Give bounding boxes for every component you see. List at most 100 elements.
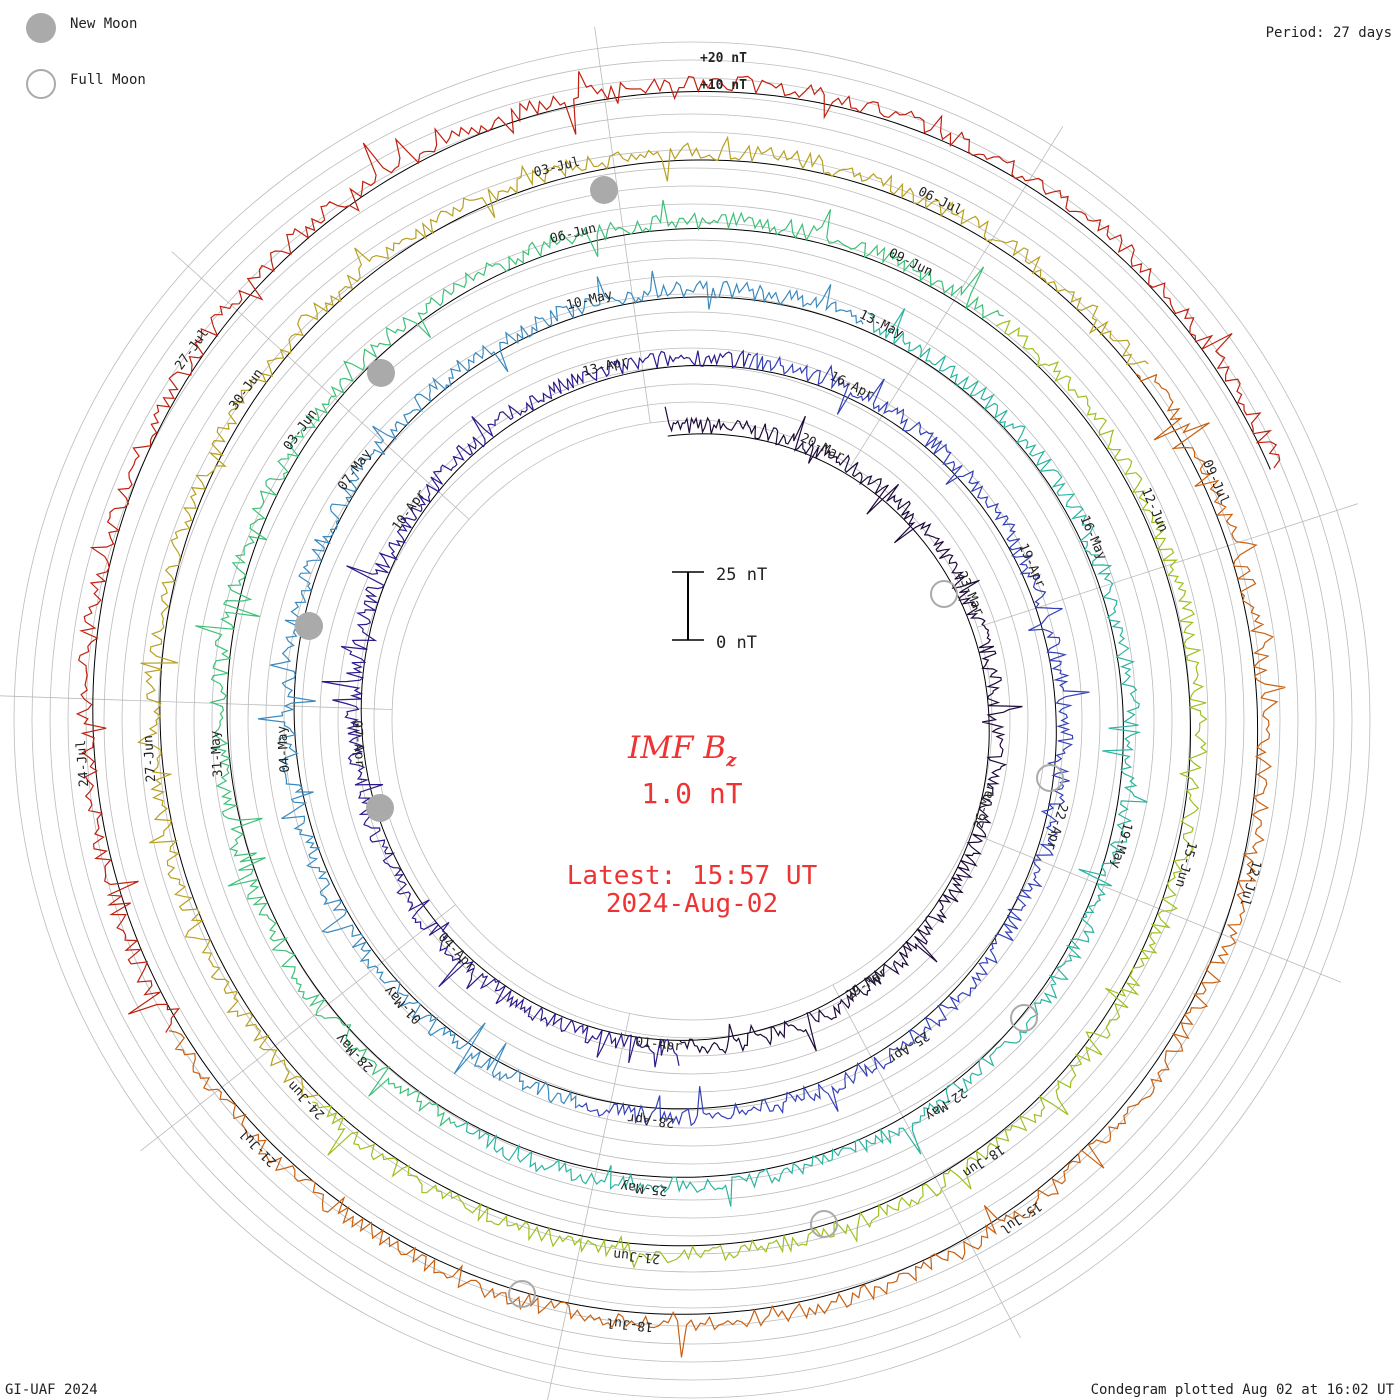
date-label: 09-Jun <box>886 246 935 280</box>
bz-trace-segment <box>453 308 1148 1207</box>
grid-ring <box>13 41 1371 1399</box>
bz-trace-segment <box>168 373 1286 1358</box>
date-label: 23-Mar <box>954 569 987 618</box>
date-label: 31-May <box>208 730 226 778</box>
date-label: 26-Mar <box>971 781 998 830</box>
date-label: 25-Apr <box>884 1028 931 1067</box>
date-label: 01-May <box>381 982 425 1026</box>
grid-ring <box>49 77 1335 1363</box>
grid-spoke <box>977 503 1358 628</box>
scale-bar-top-label: 25 nT <box>716 565 767 585</box>
date-label: 16-May <box>1076 513 1109 562</box>
grid-ring <box>85 113 1299 1327</box>
date-label: 04-May <box>275 725 293 773</box>
bz-trace-segment <box>137 135 1149 1099</box>
grid-spoke <box>140 904 456 1152</box>
latest-date: 2024-Aug-02 <box>606 889 778 919</box>
grid-ring <box>67 95 1317 1345</box>
date-label: 06-Jul <box>916 184 965 218</box>
date-label: 16-Apr <box>827 369 876 403</box>
bz-trace-segment <box>664 406 1023 1055</box>
date-label: 01-Apr <box>634 1035 682 1055</box>
date-label: 21-Jul <box>237 1125 280 1169</box>
bz-trace-segment <box>75 71 1281 1033</box>
bz-trace-segment <box>321 349 752 1068</box>
center-title-subscript: z <box>725 750 737 771</box>
moon-marker-layer <box>295 176 1064 1308</box>
new-moon-legend-icon <box>26 13 56 43</box>
grid-ring <box>391 419 993 1021</box>
date-label: 21-Jun <box>613 1246 661 1266</box>
grid-ring <box>229 257 1155 1183</box>
new-moon-marker <box>590 176 618 204</box>
center-value: 1.0 nT <box>641 777 742 810</box>
date-label: 12-Jul <box>1236 859 1263 908</box>
new-moon-marker <box>366 794 394 822</box>
date-label: 12-Jun <box>1138 486 1171 535</box>
bz-trace-segment <box>579 352 1090 1127</box>
grid-ring <box>175 203 1209 1237</box>
new-moon-marker <box>367 359 395 387</box>
scale-bar-bottom-label: 0 nT <box>716 633 757 653</box>
grid-ring <box>211 239 1173 1201</box>
center-title-main: IMF B <box>627 730 726 766</box>
trace-layer <box>75 71 1286 1358</box>
bz-trace-segment <box>195 199 1004 1128</box>
full-moon-marker <box>1010 1004 1038 1032</box>
zero-baseline-spiral <box>92 91 1271 1315</box>
date-label: 19-Apr <box>1015 541 1048 590</box>
date-label: 18-Jun <box>960 1141 1007 1180</box>
bz-trace-segment <box>257 270 864 1109</box>
date-label: 10-May <box>565 287 614 313</box>
date-label: 18-Jul <box>606 1314 654 1334</box>
date-label: 03-Jul <box>532 155 581 181</box>
full-moon-marker <box>1036 764 1064 792</box>
latest-time: Latest: 15:57 UT <box>567 861 818 891</box>
footer-credit: GI-UAF 2024 <box>5 1382 98 1398</box>
grid-spoke <box>970 832 1342 983</box>
grid-ring <box>301 329 1083 1111</box>
grid-ring <box>247 275 1137 1165</box>
grid-ring <box>121 149 1263 1291</box>
center-title: IMF Bz <box>627 730 737 771</box>
grid-ring <box>139 167 1245 1273</box>
new-moon-legend-label: New Moon <box>70 16 137 32</box>
date-label: 27-Jun <box>141 735 159 783</box>
date-label: 25-May <box>620 1178 668 1198</box>
grid-ring <box>265 293 1119 1147</box>
new-moon-marker <box>295 612 323 640</box>
full-moon-marker <box>508 1280 536 1308</box>
grid-layer <box>0 26 1371 1400</box>
scale-label-plus10: +10 nT <box>700 78 747 93</box>
date-label: 24-Jul <box>74 739 92 787</box>
date-label: 22-Apr <box>1043 802 1070 851</box>
full-moon-marker <box>810 1210 838 1238</box>
scale-label-plus20: +20 nT <box>700 51 747 66</box>
bz-trace-segment <box>312 319 1208 1269</box>
date-label: 29-Mar <box>843 965 890 1004</box>
date-label: 07-Apr <box>349 720 367 768</box>
date-label: 28-May <box>333 1030 377 1074</box>
date-label: 15-Jun <box>1172 840 1199 889</box>
grid-spoke <box>547 1013 631 1400</box>
grid-ring <box>283 311 1101 1129</box>
grid-spoke <box>171 251 470 520</box>
period-label: Period: 27 days <box>1266 25 1392 41</box>
footer-plotted: Condegram plotted Aug 02 at 16:02 UT <box>1091 1382 1395 1398</box>
grid-ring <box>337 365 1047 1075</box>
full-moon-legend-label: Full Moon <box>70 72 146 88</box>
grid-ring <box>31 59 1353 1381</box>
date-label: 20-Mar <box>798 431 847 465</box>
grid-spoke <box>0 695 393 710</box>
date-label: 28-Apr <box>627 1110 675 1130</box>
grid-ring <box>157 185 1227 1255</box>
date-label: 13-May <box>857 307 906 341</box>
full-moon-legend-icon <box>26 69 56 99</box>
grid-spoke <box>832 984 1021 1339</box>
grid-ring <box>373 401 1011 1039</box>
grid-ring <box>319 347 1065 1093</box>
date-label: 09-Jul <box>1199 458 1232 507</box>
date-label: 15-Jul <box>997 1198 1044 1237</box>
